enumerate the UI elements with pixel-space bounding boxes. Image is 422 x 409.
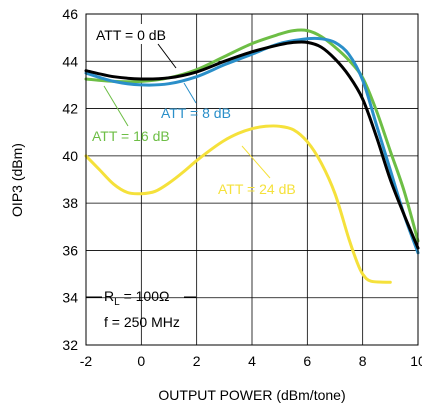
plot-frame: [85, 13, 419, 346]
x-tick-label: 2: [193, 353, 201, 369]
y-tick-label: 38: [62, 195, 78, 211]
annotations: ATT = 0 dB ATT = 8 dB ATT = 16 dB ATT = …: [86, 24, 296, 330]
x-tick-label: -2: [80, 353, 93, 369]
y-tick-label: 40: [62, 148, 78, 164]
y-tick-label: 42: [62, 101, 78, 117]
x-tick-label: 8: [359, 353, 367, 369]
y-axis-label: OIP3 (dBm): [9, 143, 25, 217]
y-tick-label: 36: [62, 242, 78, 258]
freq-label: f = 250 MHz: [104, 314, 180, 330]
att16-arrow: [103, 85, 129, 127]
y-tick-label: 46: [62, 6, 78, 22]
att0-label: ATT = 0 dB: [96, 27, 166, 43]
y-tick-label: 34: [62, 290, 78, 306]
att24-label: ATT = 24 dB: [218, 181, 296, 197]
att16-label: ATT = 16 dB: [92, 128, 170, 144]
y-tick-labels: 32 34 36 38 40 42 44 46: [62, 6, 78, 353]
y-tick-label: 44: [62, 53, 78, 69]
att8-arrow: [183, 82, 197, 104]
series-line-att-8-db: [84, 36, 420, 255]
att24-arrow: [241, 145, 271, 179]
y-tick-label: 32: [62, 337, 78, 353]
att8-label: ATT = 8 dB: [161, 105, 231, 121]
x-tick-label: 0: [137, 353, 145, 369]
x-tick-label: 10: [410, 353, 422, 369]
rl-label: RL = 100Ω: [104, 288, 169, 308]
x-tick-label: 6: [303, 353, 311, 369]
x-axis-label: OUTPUT POWER (dBm/tone): [158, 387, 345, 403]
x-tick-labels: -2 0 2 4 6 8 10: [80, 353, 422, 369]
x-tick-label: 4: [248, 353, 256, 369]
series-line-att-0-db: [84, 40, 420, 250]
att0-label-bg: [92, 24, 188, 44]
series-layer: [84, 28, 420, 284]
att0-arrow: [157, 43, 177, 69]
series-line-att-24-db: [84, 124, 392, 284]
